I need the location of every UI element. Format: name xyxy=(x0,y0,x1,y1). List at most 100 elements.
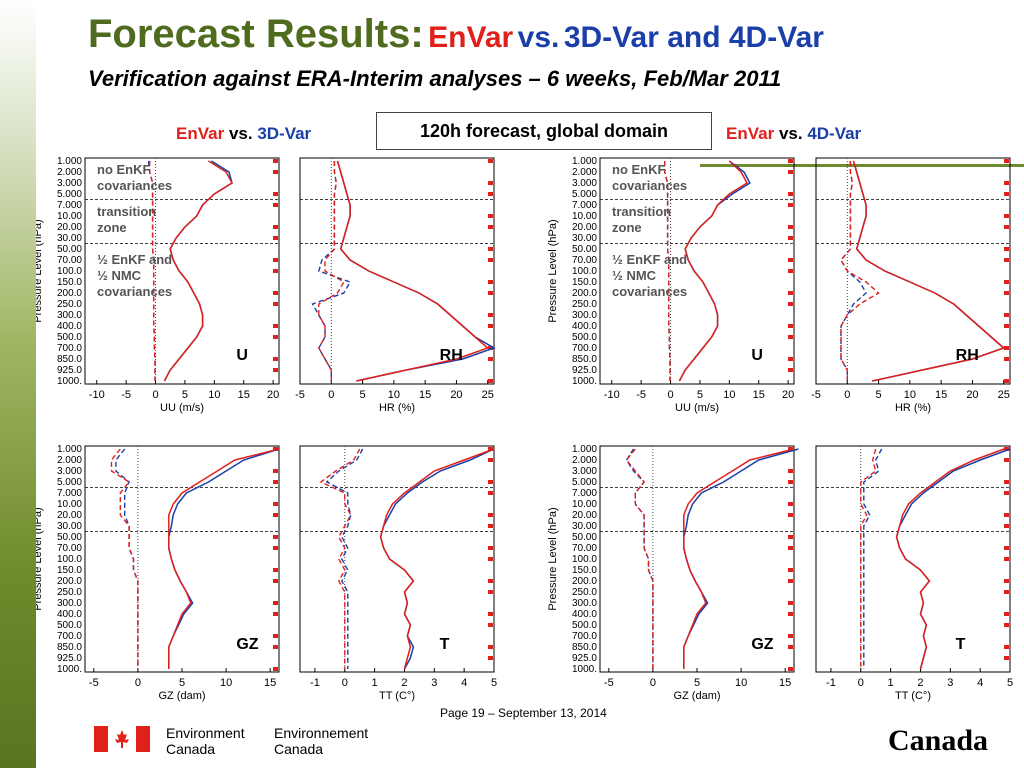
significance-marker xyxy=(1004,313,1009,317)
significance-marker xyxy=(1004,480,1009,484)
significance-marker xyxy=(788,480,793,484)
variable-label: RH xyxy=(440,347,463,364)
zone-label-hybrid-3: covariances xyxy=(97,284,172,299)
x-axis-label: UU (m/s) xyxy=(675,402,719,414)
y-tick-label: 70.00 xyxy=(572,255,597,266)
y-tick-label: 30.00 xyxy=(57,521,82,532)
significance-marker xyxy=(1004,491,1009,495)
significance-marker xyxy=(273,236,278,240)
significance-marker xyxy=(1004,280,1009,284)
variable-label: GZ xyxy=(751,636,773,653)
significance-marker xyxy=(1004,324,1009,328)
significance-marker xyxy=(1004,656,1009,660)
x-tick-label: 4 xyxy=(977,677,983,689)
significance-marker xyxy=(788,357,793,361)
comp-left-other: 3D-Var xyxy=(257,124,312,143)
variable-label: U xyxy=(236,347,248,364)
comp-left-vs: vs. xyxy=(228,124,253,143)
comp-right-envar: EnVar xyxy=(726,124,775,143)
significance-marker xyxy=(788,192,793,196)
y-tick-label: 400.0 xyxy=(57,321,82,332)
y-tick-label: 1000. xyxy=(572,664,597,675)
plot-frame xyxy=(299,157,495,385)
y-tick-label: 2.000 xyxy=(572,167,597,178)
x-axis-label: HR (%) xyxy=(895,402,931,414)
x-tick-label: 10 xyxy=(220,677,232,689)
significance-marker xyxy=(488,458,493,462)
significance-marker xyxy=(273,258,278,262)
significance-marker xyxy=(788,302,793,306)
y-tick-label: 50.00 xyxy=(572,532,597,543)
significance-marker xyxy=(488,181,493,185)
dept-en-line1: Environment xyxy=(166,725,245,741)
significance-marker xyxy=(788,634,793,638)
y-tick-label: 250.0 xyxy=(572,587,597,598)
y-tick-label: 5.000 xyxy=(572,477,597,488)
y-tick-label: 50.00 xyxy=(572,244,597,255)
zone-label-transition-2: zone xyxy=(612,220,642,235)
y-tick-label: 2.000 xyxy=(57,455,82,466)
significance-marker xyxy=(1004,590,1009,594)
green-sidebar xyxy=(0,0,36,768)
y-tick-label: 400.0 xyxy=(57,609,82,620)
plot-frame xyxy=(815,445,1011,673)
bias-line-envar xyxy=(625,448,654,669)
bias-line-envar xyxy=(317,161,345,381)
y-tick-label: 500.0 xyxy=(572,620,597,631)
significance-marker xyxy=(1004,357,1009,361)
significance-marker xyxy=(488,447,493,451)
significance-marker xyxy=(273,192,278,196)
bias-line-envar xyxy=(149,161,156,381)
significance-marker xyxy=(273,502,278,506)
y-axis-label: Pressure Level (hPa) xyxy=(36,507,44,610)
x-axis-label: HR (%) xyxy=(379,402,415,414)
significance-marker xyxy=(788,170,793,174)
y-tick-label: 5.000 xyxy=(572,189,597,200)
y-tick-label: 100.0 xyxy=(57,266,82,277)
y-tick-label: 3.000 xyxy=(57,178,82,189)
x-tick-label: 0 xyxy=(650,677,656,689)
bias-line-envar xyxy=(840,161,880,381)
x-tick-label: -5 xyxy=(121,389,131,401)
y-tick-label: 2.000 xyxy=(57,167,82,178)
x-tick-label: 5 xyxy=(694,677,700,689)
y-tick-label: 7.000 xyxy=(572,488,597,499)
significance-marker xyxy=(273,269,278,273)
x-tick-label: -5 xyxy=(295,389,305,401)
y-tick-label: 1.000 xyxy=(572,156,597,167)
significance-marker xyxy=(1004,225,1009,229)
significance-marker xyxy=(488,590,493,594)
significance-marker xyxy=(788,513,793,517)
y-tick-label: 70.00 xyxy=(57,255,82,266)
significance-marker xyxy=(1004,579,1009,583)
y-tick-label: 250.0 xyxy=(57,299,82,310)
significance-marker xyxy=(1004,214,1009,218)
plot-4d-var-rh: -5 0 5 10 15 20 25 HR (%) RH xyxy=(811,157,1011,414)
significance-marker xyxy=(488,579,493,583)
y-tick-label: 700.0 xyxy=(572,631,597,642)
significance-marker xyxy=(488,480,493,484)
y-tick-label: 20.00 xyxy=(572,222,597,233)
x-tick-label: 15 xyxy=(238,389,250,401)
x-axis-label: TT (C°) xyxy=(379,690,415,702)
significance-marker xyxy=(273,568,278,572)
canada-wordmark: Canada xyxy=(888,724,989,757)
x-tick-label: 0 xyxy=(135,677,141,689)
y-tick-label: 70.00 xyxy=(572,543,597,554)
y-tick-label: 20.00 xyxy=(57,222,82,233)
y-tick-label: 925.0 xyxy=(57,653,82,664)
significance-marker xyxy=(488,491,493,495)
significance-marker xyxy=(273,667,278,671)
y-tick-label: 850.0 xyxy=(57,354,82,365)
significance-marker xyxy=(273,645,278,649)
significance-marker xyxy=(273,368,278,372)
plot-4d-var-t: -1 0 1 2 3 4 5 TT (C°) T xyxy=(815,445,1013,702)
zone-label-hybrid-2: ½ NMC xyxy=(612,268,657,283)
significance-marker xyxy=(488,280,493,284)
dept-en-line2: Canada xyxy=(166,741,216,757)
x-tick-label: 15 xyxy=(779,677,791,689)
y-tick-label: 20.00 xyxy=(572,510,597,521)
y-axis-label: Pressure Level (hPa) xyxy=(547,507,559,610)
std-line-envar xyxy=(163,160,233,382)
x-tick-label: -5 xyxy=(636,389,646,401)
